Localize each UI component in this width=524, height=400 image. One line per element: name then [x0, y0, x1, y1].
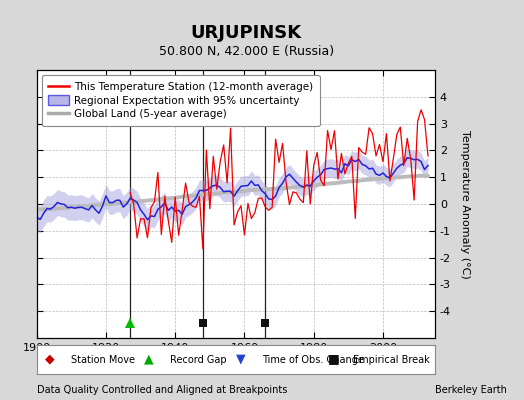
Text: Record Gap: Record Gap [170, 354, 227, 365]
Text: Data Quality Controlled and Aligned at Breakpoints: Data Quality Controlled and Aligned at B… [37, 385, 287, 395]
Text: Time of Obs. Change: Time of Obs. Change [261, 354, 364, 365]
Text: ■: ■ [328, 352, 339, 366]
Y-axis label: Temperature Anomaly (°C): Temperature Anomaly (°C) [461, 130, 471, 278]
Text: URJUPINSK: URJUPINSK [191, 24, 302, 42]
Text: 50.800 N, 42.000 E (Russia): 50.800 N, 42.000 E (Russia) [159, 45, 334, 58]
Text: ▼: ▼ [236, 352, 245, 366]
Text: Empirical Break: Empirical Break [353, 354, 430, 365]
Legend: This Temperature Station (12-month average), Regional Expectation with 95% uncer: This Temperature Station (12-month avera… [42, 75, 320, 126]
Text: Station Move: Station Move [71, 354, 135, 365]
Text: ◆: ◆ [45, 352, 54, 366]
Text: ▲: ▲ [144, 352, 154, 366]
Text: Berkeley Earth: Berkeley Earth [435, 385, 507, 395]
